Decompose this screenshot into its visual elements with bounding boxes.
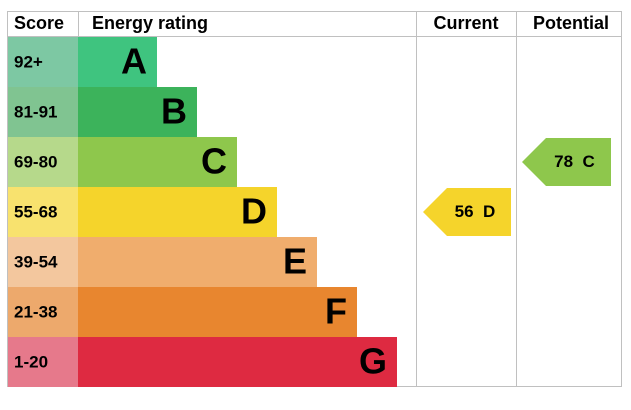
score-label: 81-91 [14,102,57,121]
header-score: Score [14,13,64,33]
current-value: 56 [455,202,474,221]
score-cell [8,237,78,287]
rating-bar [78,287,357,337]
potential-arrow [522,138,611,186]
current-label: 56 D [455,202,496,221]
rating-letter: A [121,41,147,82]
potential-label: 78 C [554,152,595,171]
rating-bar [78,187,277,237]
score-label: 69-80 [14,152,57,171]
rating-bar [78,237,317,287]
rating-bar [78,337,397,387]
rating-letter: D [241,191,267,232]
score-label: 55-68 [14,202,57,221]
score-cell [8,87,78,137]
rating-bar [78,137,237,187]
current-letter: D [483,202,495,221]
potential-value: 78 [554,152,573,171]
score-cell [8,287,78,337]
score-label: 92+ [14,52,43,71]
header-current: Current [433,13,498,33]
score-cell [8,137,78,187]
rating-letter: B [161,91,187,132]
rating-letter: C [201,141,227,182]
rating-letter: G [359,341,387,382]
rating-letter: F [325,291,347,332]
score-cell [8,337,78,387]
current-arrow [423,188,511,236]
score-label: 1-20 [14,352,48,371]
header-potential: Potential [533,13,609,33]
score-label: 21-38 [14,302,57,321]
score-label: 39-54 [14,252,58,271]
score-cell [8,187,78,237]
rating-letter: E [283,241,307,282]
potential-letter: C [583,152,595,171]
rating-bar [78,37,157,87]
header-rating: Energy rating [92,13,208,33]
score-cell [8,37,78,87]
rating-bar [78,87,197,137]
